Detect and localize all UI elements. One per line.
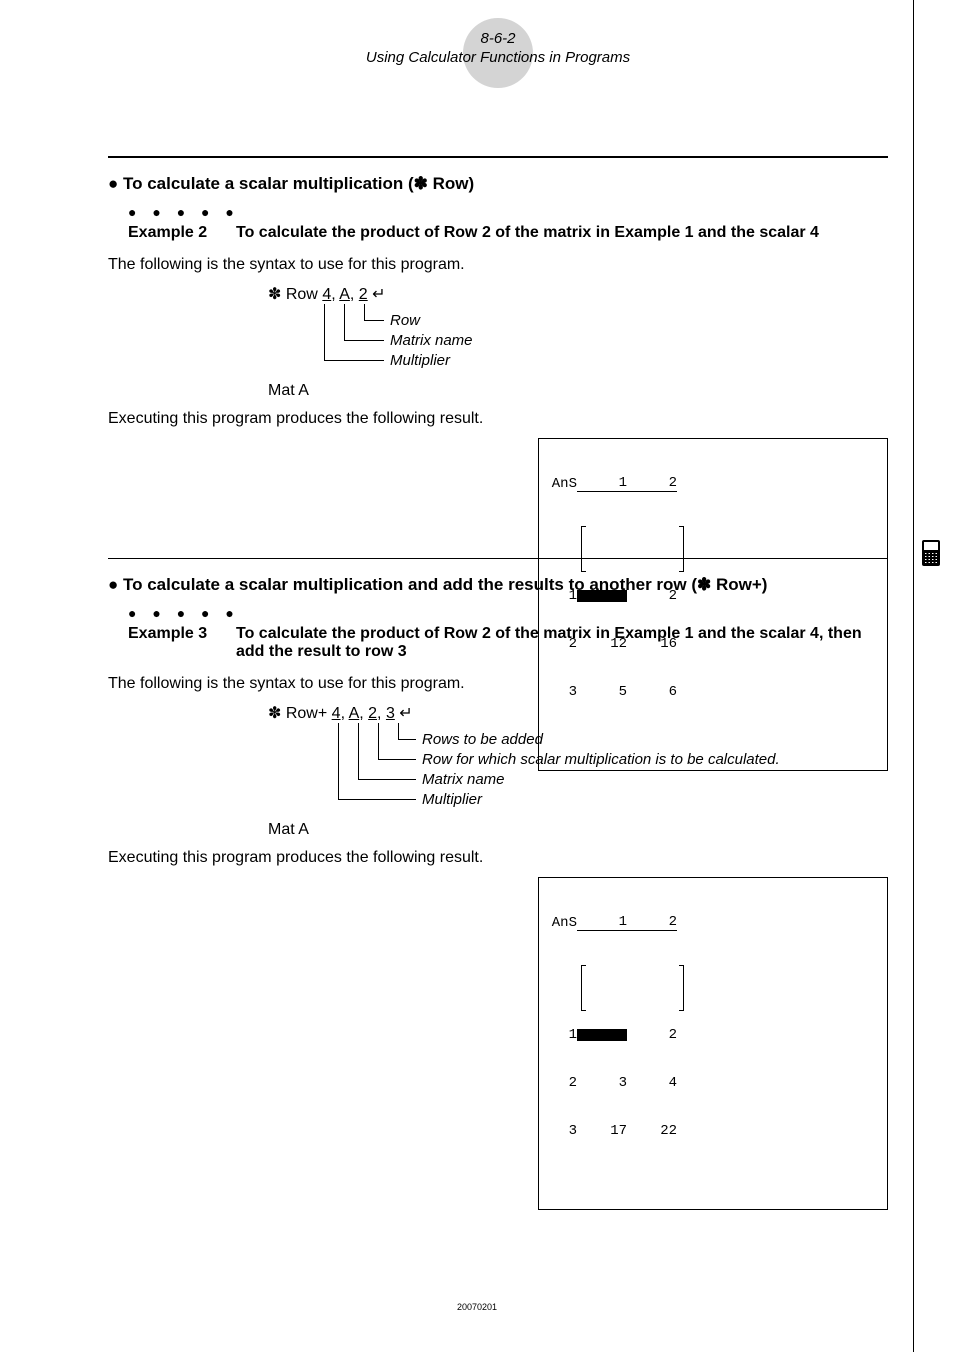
lcd-r2c2: 4	[627, 1075, 677, 1091]
diag-label-matrix: Matrix name	[422, 771, 505, 788]
margin-line	[913, 0, 914, 1352]
mat-a: Mat A	[268, 821, 888, 839]
return-icon: ↵	[372, 286, 385, 303]
heading-scalar-mult: ● To calculate a scalar multiplication (…	[108, 174, 888, 194]
mat-a: Mat A	[268, 382, 888, 400]
section-title: Using Calculator Functions in Programs	[108, 49, 888, 66]
exec-text: Executing this program produces the foll…	[108, 410, 888, 428]
lcd-r3l: 3	[547, 1123, 577, 1139]
return-icon: ↵	[399, 705, 412, 722]
diag-label-row: Row	[390, 312, 420, 329]
syntax-arg3: 2	[368, 705, 377, 722]
lcd-r2l: 2	[547, 1075, 577, 1091]
lcd-r2c2: 16	[627, 636, 677, 652]
lcd-result-2: AnS 1 2 12 234 31722	[538, 877, 888, 1210]
syntax-arg4: 3	[386, 705, 395, 722]
divider	[108, 156, 888, 158]
syntax-block-1: ✽ Row 4, A, 2 ↵ Row Matrix name Multipli…	[268, 284, 888, 374]
lcd-r3c1: 5	[577, 684, 627, 700]
example-2: Example 2 To calculate the product of Ro…	[128, 224, 888, 242]
example-label: Example 3	[128, 625, 236, 661]
syntax-prefix: ✽ Row	[268, 286, 322, 303]
lcd-r2l: 2	[547, 636, 577, 652]
lcd-r1c2: 2	[627, 588, 677, 604]
lcd-col2: 2	[627, 475, 677, 491]
example-dots: ● ● ● ● ●	[128, 204, 888, 220]
diag-label-mult: Multiplier	[422, 791, 482, 808]
lcd-r3c2: 6	[627, 684, 677, 700]
lcd-r2c1: 3	[577, 1075, 627, 1091]
calculator-icon	[922, 540, 940, 566]
lcd-title: AnS	[547, 476, 577, 492]
syntax-arg1: 4	[332, 705, 341, 722]
syntax-block-2: ✽ Row+ 4, A, 2, 3 ↵ Rows to be added Row…	[268, 703, 888, 813]
lcd-r3c2: 22	[627, 1123, 677, 1139]
exec-text: Executing this program produces the foll…	[108, 849, 888, 867]
lcd-title: AnS	[547, 915, 577, 931]
example-label: Example 2	[128, 224, 236, 242]
lcd-cursor	[577, 1029, 627, 1041]
diag-label-rows: Rows to be added	[422, 731, 543, 748]
syntax-arg2: A	[349, 705, 360, 722]
lcd-r3l: 3	[547, 684, 577, 700]
diag-label-matrix: Matrix name	[390, 332, 473, 349]
page-header: 8-6-2 Using Calculator Functions in Prog…	[108, 30, 888, 66]
syntax-arg2: A	[339, 286, 350, 303]
content-area: 8-6-2 Using Calculator Functions in Prog…	[108, 30, 888, 967]
lcd-col1: 1	[577, 914, 627, 930]
lcd-col1: 1	[577, 475, 627, 491]
footer-date: 20070201	[0, 1302, 954, 1312]
syntax-arg3: 2	[359, 286, 368, 303]
diag-label-mult: Multiplier	[390, 352, 450, 369]
syntax-prefix: ✽ Row+	[268, 705, 332, 722]
diag-label-rowfor: Row for which scalar multiplication is t…	[422, 751, 780, 768]
page-number: 8-6-2	[108, 30, 888, 47]
example-text: To calculate the product of Row 2 of the…	[236, 224, 888, 242]
lcd-r3c1: 17	[577, 1123, 627, 1139]
lcd-col2: 2	[627, 914, 677, 930]
lcd-r2c1: 12	[577, 636, 627, 652]
lcd-r1c2: 2	[627, 1027, 677, 1043]
syntax-diagram-2: Rows to be added Row for which scalar mu…	[344, 723, 888, 813]
syntax-arg1: 4	[322, 286, 331, 303]
syntax-intro: The following is the syntax to use for t…	[108, 256, 888, 274]
page: 8-6-2 Using Calculator Functions in Prog…	[0, 0, 954, 1352]
syntax-diagram-1: Row Matrix name Multiplier	[328, 304, 888, 374]
lcd-cursor	[577, 590, 627, 602]
